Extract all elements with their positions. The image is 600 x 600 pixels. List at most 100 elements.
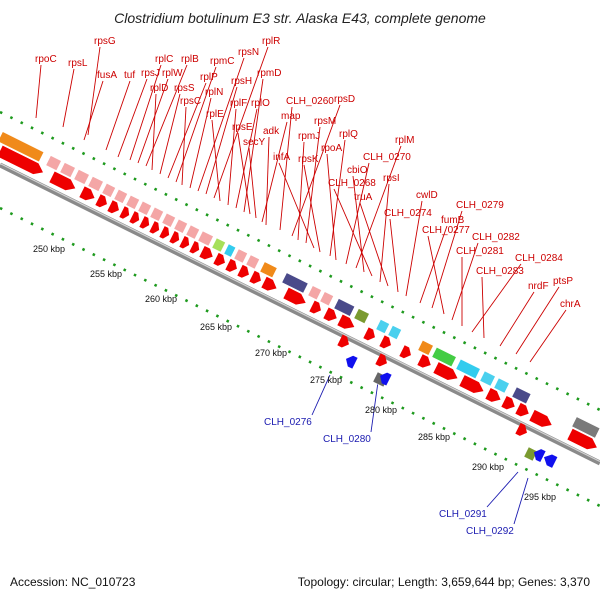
feature-block	[161, 212, 177, 228]
feature-block	[431, 346, 457, 368]
gene-leader-line	[227, 108, 237, 206]
feature-block	[511, 386, 532, 405]
forward-gene-arrow	[199, 245, 213, 260]
gene-leader-line	[333, 188, 373, 277]
gene-leader-line	[499, 291, 535, 347]
topology-text: Topology: circular; Length: 3,659,644 bp…	[297, 575, 590, 589]
outer-ruler-line	[0, 110, 600, 412]
gene-label: CLH_0260	[286, 96, 334, 107]
feature-block	[113, 188, 129, 204]
feature-block	[0, 131, 45, 163]
forward-gene-arrow	[515, 402, 529, 417]
ruler-tick-label: 280 kbp	[365, 405, 397, 415]
feature-block	[571, 416, 600, 439]
forward-gene-arrow	[79, 186, 95, 201]
forward-gene-arrow	[49, 171, 76, 191]
gene-label: rplC	[155, 54, 173, 65]
gene-label: rplE	[206, 109, 224, 120]
gene-label: rplF	[230, 98, 247, 109]
gene-label: infA	[273, 152, 291, 163]
gene-label: rpsK	[298, 154, 319, 165]
feature-block	[149, 206, 165, 222]
gene-label: rpsH	[231, 76, 252, 87]
gene-label: rpmC	[210, 56, 234, 67]
gene-leader-line	[389, 218, 399, 293]
gene-label: CLH_0292	[466, 526, 514, 537]
forward-gene-arrow	[309, 300, 321, 314]
feature-block	[259, 261, 278, 279]
gene-leader-line	[513, 477, 529, 525]
ruler-tick-label: 265 kbp	[200, 322, 232, 332]
forward-gene-arrow	[515, 422, 527, 436]
gene-leader-line	[279, 106, 293, 231]
gene-leader-line	[355, 145, 402, 269]
gene-leader-line	[105, 80, 131, 151]
gene-label: tuf	[124, 70, 135, 81]
forward-gene-arrow	[567, 428, 597, 450]
forward-gene-arrow	[417, 354, 431, 368]
gene-label: rpoC	[35, 54, 57, 65]
gene-label: CLH_0276	[264, 417, 312, 428]
forward-gene-arrow	[485, 387, 501, 402]
feature-block	[455, 358, 481, 380]
gene-leader-line	[261, 121, 288, 223]
gene-label: CLH_0270	[363, 152, 411, 163]
reverse-gene-arrow	[380, 372, 392, 386]
gene-label: fusA	[97, 70, 117, 81]
gene-leader-line	[297, 141, 305, 241]
gene-label: chrA	[560, 299, 581, 310]
gene-leader-line	[431, 210, 463, 309]
accession-text: Accession: NC_010723	[10, 575, 136, 589]
gene-leader-line	[427, 235, 445, 315]
forward-gene-arrow	[399, 345, 411, 359]
forward-gene-arrow	[0, 145, 43, 175]
gene-leader-line	[326, 153, 337, 261]
forward-gene-arrow	[337, 334, 349, 348]
feature-block	[281, 272, 309, 294]
forward-gene-arrow	[119, 206, 130, 219]
gene-label: rpsJ	[141, 68, 160, 79]
feature-block	[353, 308, 370, 325]
forward-gene-arrow	[169, 231, 180, 244]
feature-block	[493, 377, 510, 394]
inner-ruler-line	[0, 206, 600, 508]
gene-label: rplM	[395, 135, 414, 146]
gene-label: rplB	[181, 54, 199, 65]
gene-leader-line	[83, 80, 104, 141]
gene-label: rpsN	[238, 47, 259, 58]
gene-leader-line	[167, 82, 207, 179]
gene-leader-line	[486, 471, 519, 508]
gene-leader-line	[243, 78, 264, 213]
gene-label: CLH_0279	[456, 200, 504, 211]
gene-label: rpsS	[174, 83, 195, 94]
reverse-gene-arrow	[534, 449, 546, 463]
gene-label: CLH_0291	[439, 509, 487, 520]
ruler-tick-label: 255 kbp	[90, 269, 122, 279]
map-title: Clostridium botulinum E3 str. Alaska E43…	[114, 10, 486, 26]
forward-gene-arrow	[337, 314, 355, 329]
gene-leader-line	[159, 93, 181, 175]
forward-gene-arrow	[149, 221, 160, 234]
gene-label: rplP	[200, 72, 218, 83]
forward-gene-arrow	[189, 240, 200, 254]
feature-block	[333, 298, 356, 317]
gene-leader-line	[265, 136, 270, 226]
feature-block	[125, 194, 141, 210]
gene-label: rpmD	[257, 68, 281, 79]
gene-label: fumB	[441, 215, 465, 226]
gene-label: rpoA	[321, 143, 342, 154]
forward-gene-arrow	[107, 200, 119, 214]
gene-leader-line	[235, 108, 258, 209]
gene-leader-line	[137, 78, 169, 164]
feature-block	[101, 182, 117, 198]
gene-leader-line	[248, 147, 257, 219]
gene-leader-line	[35, 64, 42, 119]
feature-block	[197, 230, 214, 247]
gene-leader-line	[175, 66, 217, 183]
ruler-tick-label: 275 kbp	[310, 375, 342, 385]
gene-label: rpsG	[94, 36, 116, 47]
gene-label: rpsI	[383, 173, 400, 184]
ruler-tick-label: 295 kbp	[524, 492, 556, 502]
